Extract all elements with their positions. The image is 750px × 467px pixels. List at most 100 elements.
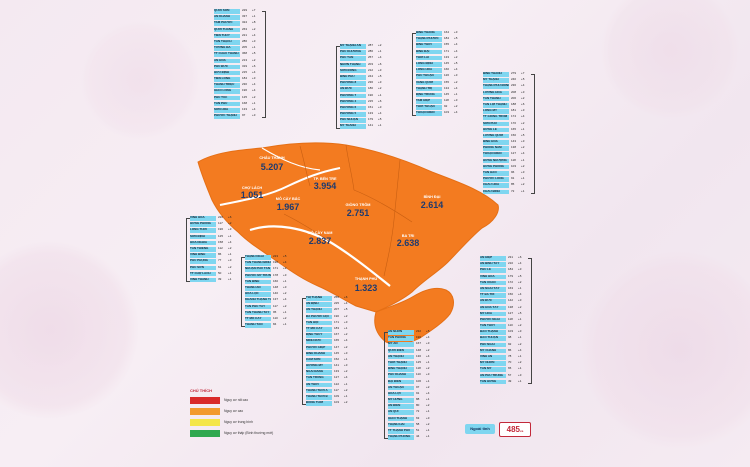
commune-name: PHÚ PHỤNG: [190, 259, 216, 264]
commune-new-cases: +4: [518, 347, 522, 352]
commune-new-cases: +5: [378, 117, 382, 122]
commune-name: GIAO LONG: [214, 89, 240, 95]
commune-name: MỸ CHÁNH: [480, 348, 506, 354]
table-bracket: [186, 218, 190, 283]
commune-new-cases: +3: [521, 139, 525, 144]
commune-cases: 148: [416, 347, 422, 352]
commune-name: TƯỜNG ĐA: [214, 46, 240, 51]
commune-name: KHÁNH THẠNH TÂN: [245, 298, 271, 303]
commune-cases: 178: [273, 272, 279, 277]
commune-row: CẨM SƠN 152 +1: [306, 357, 354, 363]
commune-new-cases: +3: [518, 372, 522, 377]
commune-name: ĐỒNG THỚI: [306, 401, 332, 406]
commune-cases: 190: [368, 92, 374, 97]
commune-table-cho-lach: VĨNH HÒA 226 +6 HƯNG PHONG 117 +2 LONG THỚI 196…: [186, 215, 238, 284]
commune-name: TÂN HÀO: [483, 171, 509, 176]
commune-new-cases: +1: [518, 316, 522, 321]
commune-cases: 85: [511, 182, 515, 187]
district-cases-cho-lach: 1.051: [241, 190, 264, 200]
legend-title: CHÚ THÍCH: [190, 388, 212, 393]
commune-cases: 207: [334, 307, 340, 312]
commune-name: PHONG NẪM: [483, 146, 509, 151]
commune-cases: 137: [273, 297, 279, 302]
commune-cases: 138: [508, 304, 514, 309]
commune-new-cases: +4: [378, 55, 382, 60]
legend-swatch: [190, 419, 220, 426]
commune-name: CHÂU HÒA: [483, 183, 509, 188]
commune-name: THỚI THẠNH: [388, 360, 414, 366]
commune-cases: 226: [218, 215, 224, 219]
commune-cases: 103: [511, 163, 517, 168]
district-label-ba-tri: BA TRI: [402, 234, 415, 238]
commune-cases: 97: [242, 113, 246, 118]
commune-new-cases: +6: [344, 295, 348, 299]
commune-cases: 125: [416, 359, 422, 364]
commune-new-cases: +2: [283, 266, 287, 271]
commune-name: HƯNG PHONG: [483, 164, 509, 170]
commune-cases: 145: [334, 350, 340, 355]
commune-name: SƠN HÒA: [214, 108, 240, 113]
commune-row: TT MỎ CÀY 183 +1: [306, 325, 354, 332]
commune-row: PHÚ NHUẬN 179 +5: [340, 118, 388, 123]
commune-name: THẠNH NGÃI: [245, 255, 271, 260]
commune-name: TÂN MỸ: [480, 367, 506, 372]
commune-name: TT CHÂU THÀNH: [214, 52, 240, 57]
commune-row: TÂN LỢI THẠNH 188 +6: [483, 102, 531, 108]
commune-new-cases: +4: [378, 111, 382, 116]
commune-new-cases: +5: [426, 329, 430, 333]
commune-name: BÌNH THÀNH: [483, 72, 509, 77]
commune-cases: 155: [444, 79, 450, 84]
commune-new-cases: +1: [426, 359, 430, 364]
table-bracket: [384, 332, 388, 440]
commune-name: TÂN PHÚ TÂY: [245, 304, 271, 310]
commune-new-cases: +3: [518, 267, 522, 272]
commune-new-cases: +2: [252, 57, 256, 62]
commune-new-cases: +5: [518, 310, 522, 315]
commune-name: VĨNH AN: [480, 355, 506, 360]
commune-cases: 126: [444, 73, 450, 78]
commune-row: QUỚI THÀNH 263 +2: [214, 27, 262, 33]
commune-cases: 145: [444, 60, 450, 65]
commune-new-cases: +4: [344, 301, 348, 306]
commune-cases: 210: [508, 261, 514, 266]
commune-new-cases: +1: [344, 325, 348, 330]
commune-cases: 150: [508, 292, 514, 297]
commune-name: MỸ AN: [388, 342, 414, 347]
commune-name: NGÃI ĐĂNG: [306, 370, 332, 375]
commune-name: PHƯỚC HIỆP: [306, 345, 332, 351]
commune-row: AN ĐỨC 180 +2: [340, 87, 388, 92]
commune-new-cases: +4: [454, 85, 458, 90]
commune-name: BÌNH THẮNG: [416, 31, 442, 36]
commune-name: VĨNH BÌNH: [190, 253, 216, 258]
legend-item-medium: Nguy cơ trung bình: [190, 419, 280, 427]
commune-new-cases: +3: [426, 415, 430, 420]
commune-name: HƯƠNG MỸ: [306, 364, 332, 369]
commune-name: MỸ THÀNH: [340, 124, 366, 130]
commune-name: TÂN HỘI: [306, 320, 332, 326]
commune-new-cases: +1: [518, 335, 522, 340]
commune-cases: 232: [416, 329, 422, 333]
outside-province-label: Ngoài tỉnh: [465, 424, 495, 434]
commune-row: LƯƠNG QUỚI 150 +5: [483, 133, 531, 139]
commune-name: PHÚ SƠN: [190, 265, 216, 271]
commune-row: TT MỎ CÀY 110 +2: [245, 316, 293, 322]
commune-row: BÌNH ĐẠI 171 +4: [416, 49, 464, 55]
commune-new-cases: +2: [283, 303, 287, 308]
commune-cases: 171: [334, 319, 340, 324]
commune-row: TÂN THIỀNG 112 +2: [190, 246, 238, 252]
outside-province-unit: ca: [520, 429, 524, 433]
district-cases-binh-dai: 2.614: [421, 200, 444, 210]
commune-cases: 78: [508, 354, 512, 358]
commune-new-cases: +2: [344, 400, 348, 405]
commune-row: PHÚ KHÁNH 110 +3: [388, 373, 436, 378]
commune-row: PHƯỜNG 6 151 +3: [340, 105, 388, 111]
commune-cases: 179: [368, 117, 374, 122]
commune-cases: 324: [242, 20, 248, 25]
commune-new-cases: +3: [518, 329, 522, 334]
commune-row: AN ĐỊNH 225 +4: [306, 302, 354, 307]
commune-cases: 148: [273, 284, 279, 289]
commune-cases: 61: [218, 264, 222, 269]
commune-cases: 165: [511, 126, 517, 131]
commune-row: SƠN HÒA 133 +4: [214, 108, 262, 113]
district-label-cho-lach: CHỢ LÁCH: [242, 185, 263, 190]
